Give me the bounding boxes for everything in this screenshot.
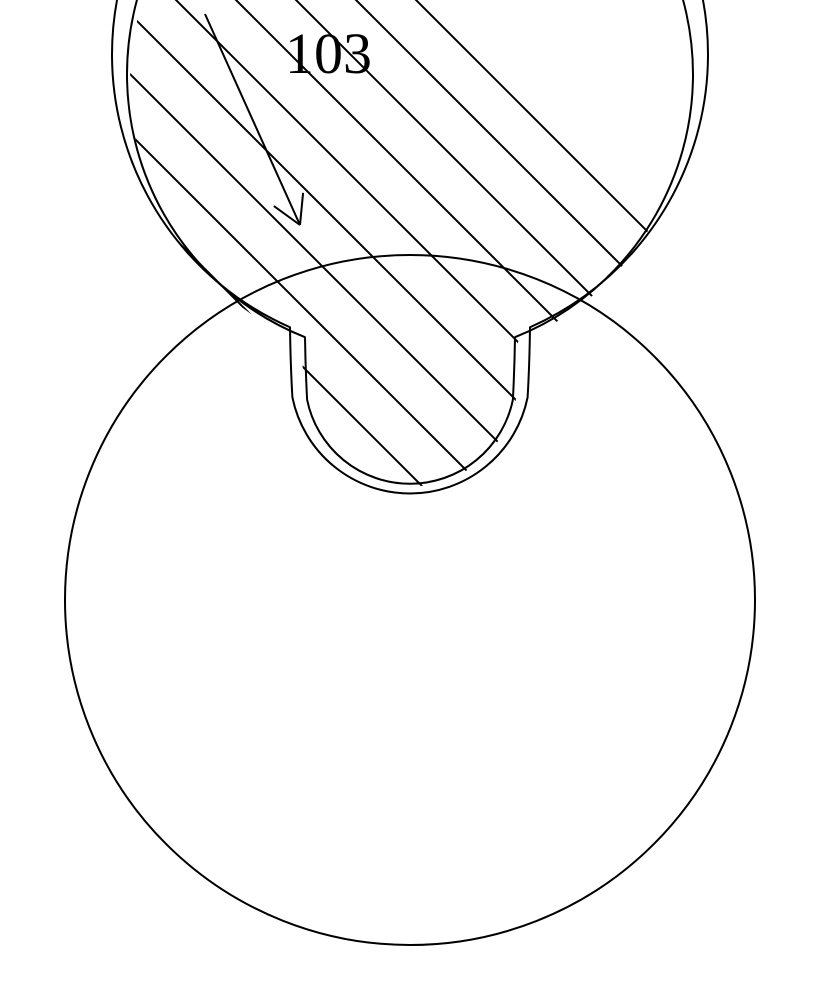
diagram-canvas: 103 [0,0,821,1000]
leader-arrow [205,14,303,225]
inner-rim-outline [112,0,708,494]
inner-shape-outline [127,0,693,484]
hatching [107,0,713,1000]
diagram-svg [0,0,821,1000]
outer-circle [65,255,755,945]
